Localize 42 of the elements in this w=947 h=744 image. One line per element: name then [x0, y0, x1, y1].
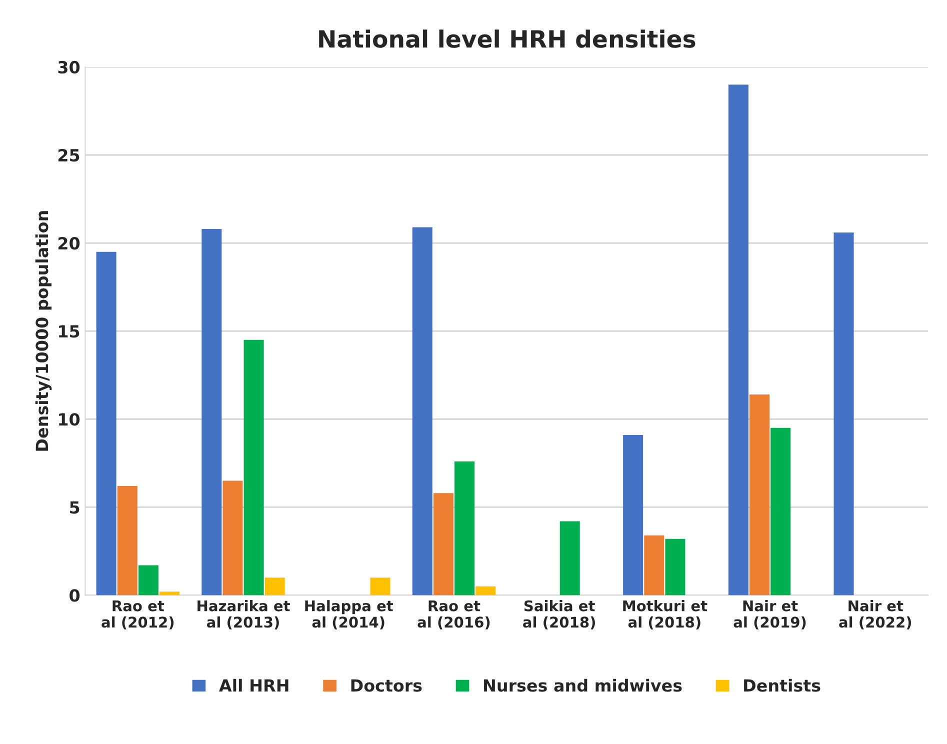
- y-tick-label: 10: [59, 413, 80, 426]
- bar: [665, 538, 686, 596]
- y-tick-label: 5: [70, 501, 80, 514]
- y-tick-label: 25: [58, 148, 80, 162]
- legend-label: Nurses and midwives: [484, 678, 682, 692]
- legend-label: Doctors: [351, 679, 422, 692]
- bar: [244, 340, 264, 596]
- chart-title: National level HRH densities: [319, 30, 696, 48]
- bar: [728, 84, 748, 596]
- x-tick-label: Rao et al (2012): [102, 600, 174, 630]
- bar: [476, 586, 496, 596]
- bar: [370, 578, 390, 596]
- bar: [749, 394, 770, 596]
- bar: [264, 578, 285, 596]
- y-axis-title: Density/10000 population: [35, 211, 52, 451]
- bar: [834, 232, 854, 596]
- x-tick-label: Halappa et al (2014): [305, 600, 394, 630]
- bar: [623, 434, 644, 596]
- bar: [644, 535, 664, 596]
- bar: [117, 486, 138, 596]
- x-tick-label: Nair et al (2019): [734, 600, 806, 630]
- bar: [222, 480, 243, 596]
- x-tick-label: Nair et al (2022): [839, 600, 912, 630]
- x-tick-label: Saikia et al (2018): [523, 600, 595, 630]
- bar: [770, 428, 791, 596]
- bar: [433, 493, 454, 596]
- legend-label: All HRH: [219, 678, 288, 692]
- x-tick-label: Motkuri et al (2018): [623, 600, 708, 630]
- bar: [138, 565, 158, 596]
- y-tick-label: 0: [70, 589, 80, 602]
- x-tick-label: Hazarika et al (2013): [198, 600, 290, 630]
- y-tick-label: 30: [58, 60, 80, 74]
- bar: [202, 228, 222, 596]
- bar: [560, 521, 580, 596]
- bar: [454, 461, 475, 596]
- bar: [96, 252, 116, 596]
- y-tick-label: 20: [58, 237, 80, 250]
- x-tick-label: Rao et al (2016): [418, 600, 490, 630]
- y-tick-label: 15: [59, 325, 80, 338]
- bar: [160, 592, 180, 596]
- bar: [412, 227, 432, 596]
- legend-label: Dentists: [744, 678, 820, 692]
